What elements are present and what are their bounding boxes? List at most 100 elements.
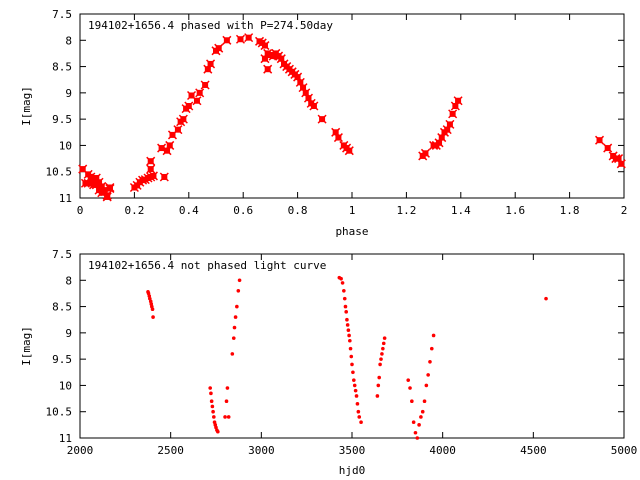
data-point [230,352,235,356]
data-point [616,159,626,169]
y-axis-label: I[mag] [20,86,33,126]
data-point [178,114,188,124]
y-tick-label: 7.5 [52,8,72,21]
data-point [309,101,319,111]
data-point [429,346,434,351]
chart-title: 194102+1656.4 not phased light curve [88,259,326,272]
x-tick-label: 0.4 [179,204,199,217]
data-point [406,378,411,382]
data-point [354,394,359,398]
plot-frame [79,13,625,199]
x-tick-label: 1.6 [505,204,525,217]
data-point [86,172,96,182]
data-point [380,352,384,356]
data-point [420,409,425,414]
data-point [317,114,327,124]
x-tick-label: 2500 [157,444,184,457]
data-point [352,378,356,382]
data-point [235,34,246,44]
data-point [244,33,254,43]
data-point [195,88,205,98]
x-tick-label: 4000 [429,444,456,457]
data-point [594,135,605,145]
data-point [211,409,215,414]
data-point [342,289,346,293]
data-point [381,341,386,346]
y-tick-label: 7.5 [52,248,72,261]
y-tick-label: 10.5 [46,166,73,179]
data-point [344,310,348,314]
y-tick-label: 11 [59,192,72,205]
data-point [237,278,242,283]
data-point [232,325,237,330]
data-point [150,307,155,312]
data-points [146,275,548,440]
data-point [148,171,158,181]
x-tick-label: 3500 [339,444,366,457]
data-point [226,415,231,419]
data-point [102,192,112,202]
data-point [420,148,430,158]
plot-frame [79,253,625,439]
data-point [375,394,380,398]
data-point [184,101,194,111]
unphased-light-curve-panel: 194102+1656.4 not phased light curve I[m… [20,248,637,477]
data-point [351,370,355,375]
data-point [212,415,216,419]
x-tick-label: 0.6 [233,204,253,217]
data-point [424,383,429,388]
data-point [415,436,420,440]
y-tick-label: 9.5 [52,353,72,366]
data-point [417,423,421,427]
data-point [349,354,354,359]
data-point [231,336,236,340]
data-point [422,399,427,404]
data-point [192,96,202,106]
y-tick-label: 8 [65,274,72,287]
data-point [236,289,241,293]
data-point [146,164,156,174]
data-point [453,96,463,106]
data-point [356,409,361,414]
x-tick-label: 0 [77,204,84,217]
data-point [222,35,232,45]
data-point [445,119,455,129]
data-point [260,41,270,51]
data-point [419,415,423,419]
data-point [411,420,416,425]
data-point [233,315,238,319]
data-point [448,109,458,119]
data-point [345,323,350,327]
data-point [381,346,385,351]
x-tick-label: 4500 [520,444,547,457]
x-tick-label: 0.2 [124,204,144,217]
x-tick-label: 1.8 [560,204,580,217]
data-point [146,156,156,166]
data-point [173,125,183,135]
data-point [83,178,93,188]
data-point [348,338,352,343]
data-point [353,388,358,393]
data-point [382,336,387,340]
data-point [408,386,412,390]
x-tick-label: 2 [621,204,628,217]
data-point [348,346,353,351]
data-point [209,399,214,404]
y-tick-label: 10.5 [46,406,73,419]
y-tick-label: 8.5 [52,301,72,314]
x-axis-label: hjd0 [339,464,366,477]
data-point [376,383,381,388]
data-point [359,420,363,425]
x-tick-label: 5000 [611,444,638,457]
data-point [209,391,213,396]
data-point [345,317,349,322]
data-point [413,430,418,435]
data-point [343,304,348,309]
data-point [378,362,382,367]
data-point [223,415,227,419]
phased-light-curve-panel: 194102+1656.4 phased with P=274.50day I[… [20,8,627,238]
data-point [210,404,215,409]
y-tick-label: 9 [65,87,72,100]
data-point [352,383,357,388]
x-tick-label: 3000 [248,444,275,457]
